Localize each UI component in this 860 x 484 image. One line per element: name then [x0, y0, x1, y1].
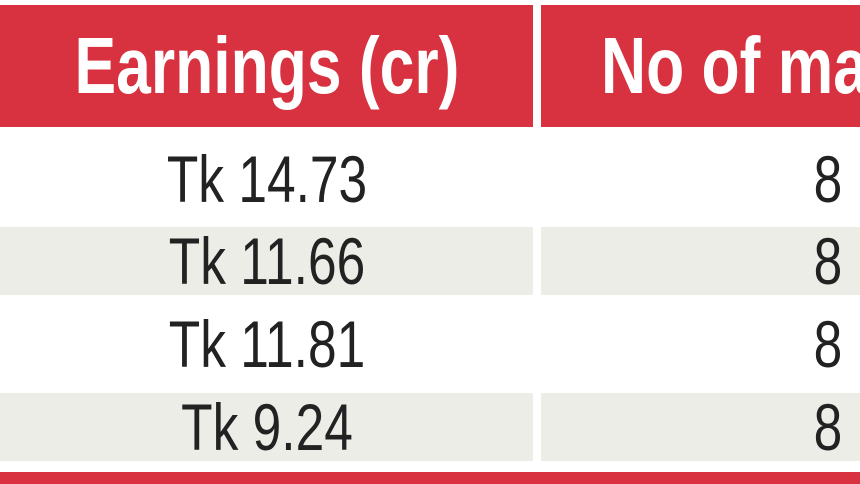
cell-text: 8 — [813, 393, 843, 461]
cell-text: 8 — [813, 306, 843, 381]
body-cell: Tk 11.66 — [0, 227, 533, 295]
cell-text: No of ma — [601, 21, 860, 110]
body-cell: 8 — [541, 135, 860, 223]
cell-text: 8 — [813, 227, 843, 295]
cell-text: Tk 11.81 — [168, 306, 365, 381]
header-cell: Earnings (cr) — [0, 5, 533, 127]
body-cell: Tk 11.81 — [0, 302, 533, 385]
body-cell: 8 — [541, 227, 860, 295]
body-cell: Tk 14.73 — [0, 135, 533, 223]
cell-text: Tk 14.73 — [166, 142, 367, 216]
cell-text: Tk 11.66 — [168, 227, 365, 295]
cell-text: Tk 9.24 — [180, 393, 353, 461]
cell-text: 8 — [813, 142, 843, 216]
header-cell: No of ma — [541, 5, 860, 127]
cell-text: Earnings (cr) — [74, 21, 459, 110]
body-cell: 8 — [541, 302, 860, 385]
table-footer-bar — [0, 472, 860, 484]
body-cell: 8 — [541, 393, 860, 461]
body-cell: Tk 9.24 — [0, 393, 533, 461]
